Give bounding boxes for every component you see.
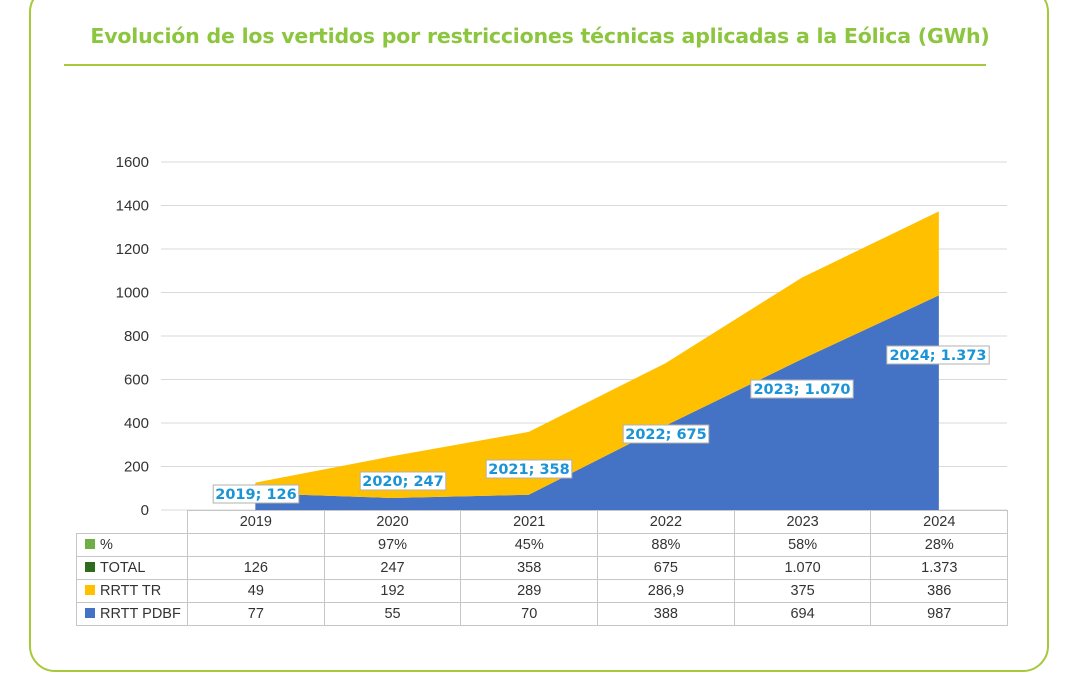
legend-swatch: [85, 562, 95, 572]
y-tick-label: 1600: [116, 154, 149, 171]
table-row: RRTT TR 49 192 289 286,9 375 386: [76, 579, 1009, 603]
table-cell: 247: [323, 556, 462, 580]
x-category-label: 2021: [460, 510, 599, 534]
y-tick-label: 1200: [116, 241, 149, 258]
table-cell: 289: [460, 579, 599, 603]
data-label: 2020; 247: [359, 471, 447, 491]
data-label-text: 2021; 358: [488, 462, 569, 478]
x-category-label: 2024: [870, 510, 1009, 534]
y-tick-label: 1400: [116, 198, 149, 215]
table-corner: [76, 510, 188, 534]
data-label-box: [359, 471, 447, 491]
y-tick-label: 800: [124, 328, 149, 345]
legend-swatch: [85, 585, 95, 595]
table-row: % 97% 45% 88% 58% 28%: [76, 533, 1009, 557]
legend-label: TOTAL: [100, 560, 146, 576]
data-label-box: [622, 424, 710, 444]
table-cell: 28%: [870, 533, 1009, 557]
data-label-text: 2023; 1.070: [753, 382, 850, 398]
legend-swatch: [85, 608, 95, 618]
data-label-box: [750, 379, 854, 399]
table-cell: 97%: [323, 533, 462, 557]
legend-swatch: [85, 539, 95, 549]
data-label-text: 2020; 247: [362, 474, 443, 490]
data-label-text: 2019; 126: [215, 487, 296, 503]
table-row: RRTT PDBF 77 55 70 388 694 987: [76, 602, 1009, 626]
series-area-rrtt-pdbf: [255, 295, 939, 510]
data-label-text: 2024; 1.373: [889, 348, 986, 364]
table-row-legend: %: [76, 533, 188, 557]
chart-title: Evolución de los vertidos por restriccio…: [90, 24, 990, 48]
y-tick-label: 1000: [116, 285, 149, 302]
table-header-row: 2019 2020 2021 2022 2023 2024: [76, 510, 1009, 534]
table-cell: 386: [870, 579, 1009, 603]
table-cell: 45%: [460, 533, 599, 557]
y-tick-label: 200: [124, 459, 149, 476]
table-row-legend: RRTT PDBF: [76, 602, 188, 626]
table-cell: 49: [187, 579, 325, 603]
table-row-legend: RRTT TR: [76, 579, 188, 603]
data-label-box: [886, 345, 990, 365]
data-label-text: 2022; 675: [625, 427, 706, 443]
table-cell: 77: [187, 602, 325, 626]
series-areas: [255, 211, 939, 510]
table-cell: 694: [733, 602, 872, 626]
data-label-box: [212, 484, 300, 504]
table-row: TOTAL 126 247 358 675 1.070 1.373: [76, 556, 1009, 580]
table-cell: 675: [597, 556, 735, 580]
table-cell: 88%: [597, 533, 735, 557]
x-category-label: 2019: [187, 510, 325, 534]
data-label: 2022; 675: [622, 424, 710, 444]
table-cell: 1.373: [870, 556, 1009, 580]
legend-label: RRTT PDBF: [100, 606, 181, 622]
table-cell: 58%: [733, 533, 872, 557]
data-labels: 2019; 126 2020; 247 2021; 358 2022; 675 2023…: [212, 345, 990, 504]
table-row-legend: TOTAL: [76, 556, 188, 580]
y-tick-label: 400: [124, 415, 149, 432]
table-cell: 70: [460, 602, 599, 626]
data-label: 2023; 1.070: [750, 379, 854, 399]
title-divider: [64, 64, 986, 66]
x-category-label: 2023: [733, 510, 872, 534]
x-category-label: 2020: [323, 510, 462, 534]
data-table: 2019 2020 2021 2022 2023 2024% 97% 45% 88% 58% 28%…: [76, 510, 1009, 626]
data-label-box: [485, 459, 573, 479]
x-category-label: 2022: [597, 510, 735, 534]
table-cell: 1.070: [733, 556, 872, 580]
legend-label: %: [100, 537, 113, 553]
table-cell: 358: [460, 556, 599, 580]
data-label: 2024; 1.373: [886, 345, 990, 365]
table-cell: 987: [870, 602, 1009, 626]
legend-label: RRTT TR: [100, 583, 162, 599]
table-cell: 286,9: [597, 579, 735, 603]
table-cell: 126: [187, 556, 325, 580]
data-label: 2021; 358: [485, 459, 573, 479]
table-cell: 388: [597, 602, 735, 626]
table-cell: 55: [323, 602, 462, 626]
table-cell: 375: [733, 579, 872, 603]
y-tick-label: 600: [124, 372, 149, 389]
series-area-rrtt-tr: [255, 211, 939, 499]
table-cell: [187, 533, 325, 557]
data-label: 2019; 126: [212, 484, 300, 504]
table-cell: 192: [323, 579, 462, 603]
